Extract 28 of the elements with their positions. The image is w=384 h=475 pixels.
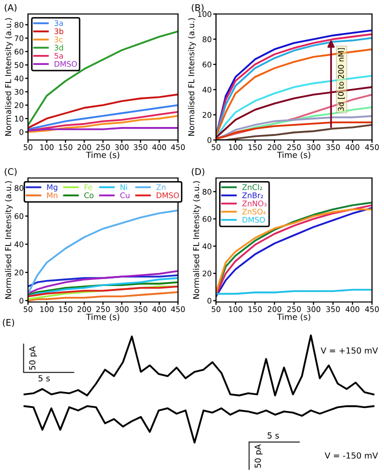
- y-axis-title: Normalised FL Intensity (a.u.): [4, 181, 13, 299]
- chart-title: (E): [2, 318, 14, 327]
- y-axis-title: Normalised FL Intensity (a.u.): [192, 181, 201, 299]
- x-axis-title: Time (s): [86, 314, 120, 321]
- annotation: V = +150 mV: [320, 347, 378, 354]
- chart-title: (B): [192, 4, 204, 12]
- text: 50 pA: [254, 444, 263, 468]
- x-axis-title: Time (s): [277, 152, 310, 159]
- annotation: 5 s: [38, 375, 50, 382]
- line-series: [28, 210, 178, 294]
- line-series: [28, 94, 178, 129]
- chart-title: (D): [192, 168, 204, 176]
- annotation: 50 pA: [29, 346, 38, 370]
- line-series: [28, 110, 178, 132]
- y-axis-title: Normalised FL Intensity (a.u.): [188, 18, 196, 136]
- chart-title: (A): [4, 4, 16, 12]
- line-series: [28, 277, 178, 298]
- x-axis-title: Time (s): [86, 152, 120, 159]
- text: V = -150 mV: [324, 452, 378, 459]
- line-series: [28, 286, 178, 298]
- line-series: [28, 104, 178, 130]
- line-series: [28, 281, 178, 296]
- line-series: [28, 114, 178, 133]
- y-axis-title: Normalised FL Intensity (a.u.): [4, 18, 13, 136]
- x-axis-title: Time (s): [277, 314, 310, 321]
- annotation: 5 s: [268, 432, 279, 439]
- chart-title: (C): [4, 168, 17, 176]
- line-series: [28, 270, 178, 294]
